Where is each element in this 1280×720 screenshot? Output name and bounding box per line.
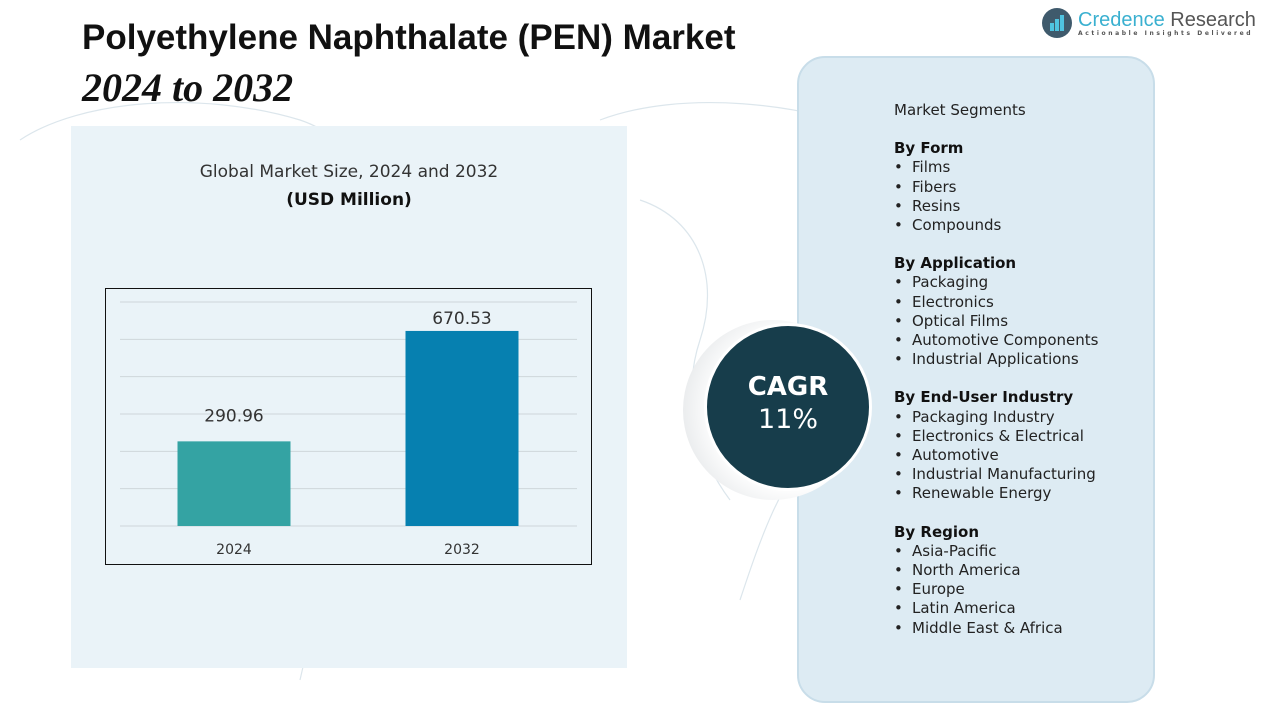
logo-name-2: Research [1170,8,1256,31]
segment-item: Films [894,158,1098,177]
chart-unit: (USD Million) [286,190,412,210]
segment-item: North America [894,561,1098,580]
logo-name: Credence [1078,8,1165,31]
segment-item: Packaging [894,273,1098,292]
segment-item: Automotive Components [894,331,1098,350]
segment-group-title: By End-User Industry [894,388,1074,407]
segment-item: Optical Films [894,312,1098,331]
bar-chart: 290.96 2024 670.53 2032 [120,301,577,558]
bar-2024 [177,441,291,526]
segments-heading: Market Segments [894,101,1026,119]
segment-item: Latin America [894,599,1098,618]
segment-item: Compounds [894,216,1098,235]
segment-item: Industrial Applications [894,350,1098,369]
x-tick-label: 2024 [216,542,252,558]
segment-item: Fibers [894,178,1098,197]
data-label: 290.96 [204,406,263,426]
segment-item: Renewable Energy [894,484,1098,503]
x-tick-label: 2032 [444,542,480,558]
credence-research-logo: Credence Research Actionable Insights De… [1042,8,1256,38]
segment-item: Asia-Pacific [894,542,1098,561]
segment-item: Europe [894,580,1098,599]
segment-item: Packaging Industry [894,408,1098,427]
segment-group-title: By Application [894,254,1017,273]
segment-group-title: By Region [894,522,980,541]
data-label: 670.53 [432,309,491,329]
chart-heading: Global Market Size, 2024 and 2032 (USD M… [71,162,627,210]
chart-frame: 290.96 2024 670.53 2032 [105,288,592,565]
segment-item: Industrial Manufacturing [894,465,1098,484]
page-subtitle: 2024 to 2032 [82,65,294,110]
market-segments: Market Segments By FormFilmsFibersResins… [894,101,1098,638]
chart-title: Global Market Size, 2024 and 2032 [199,162,499,182]
segment-item: Electronics & Electrical [894,427,1098,446]
segment-item: Automotive [894,446,1098,465]
cagr-badge: CAGR 11% [704,323,872,491]
bar-2032 [405,330,519,526]
logo-tagline: Actionable Insights Delivered [1078,29,1254,37]
chart-panel [71,126,627,668]
segment-item: Resins [894,197,1098,216]
cagr-value: 11% [757,404,818,435]
segment-item: Middle East & Africa [894,619,1098,638]
segment-group-title: By Form [894,139,964,158]
page-title: Polyethylene Naphthalate (PEN) Market [82,18,736,57]
cagr-label: CAGR [747,372,829,402]
segment-item: Electronics [894,293,1098,312]
bar-chart-logo-icon [1042,8,1072,38]
